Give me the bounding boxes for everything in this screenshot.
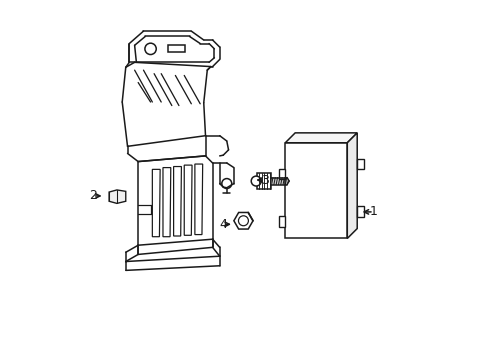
Text: 1: 1 (369, 206, 377, 219)
Text: 2: 2 (89, 189, 97, 202)
Polygon shape (278, 216, 285, 227)
Polygon shape (285, 143, 346, 238)
Polygon shape (233, 212, 252, 229)
Circle shape (222, 179, 231, 189)
Polygon shape (195, 164, 202, 235)
Polygon shape (356, 159, 363, 169)
Text: 3: 3 (261, 174, 268, 186)
Bar (168, 45, 185, 53)
Circle shape (251, 176, 261, 186)
Polygon shape (346, 133, 356, 238)
Polygon shape (285, 133, 356, 143)
Polygon shape (184, 165, 192, 235)
Polygon shape (163, 168, 170, 237)
Polygon shape (173, 167, 181, 236)
Text: 4: 4 (219, 218, 227, 231)
Polygon shape (152, 169, 160, 237)
Polygon shape (356, 206, 363, 217)
Polygon shape (256, 173, 270, 189)
Polygon shape (278, 168, 285, 179)
Polygon shape (109, 190, 125, 203)
